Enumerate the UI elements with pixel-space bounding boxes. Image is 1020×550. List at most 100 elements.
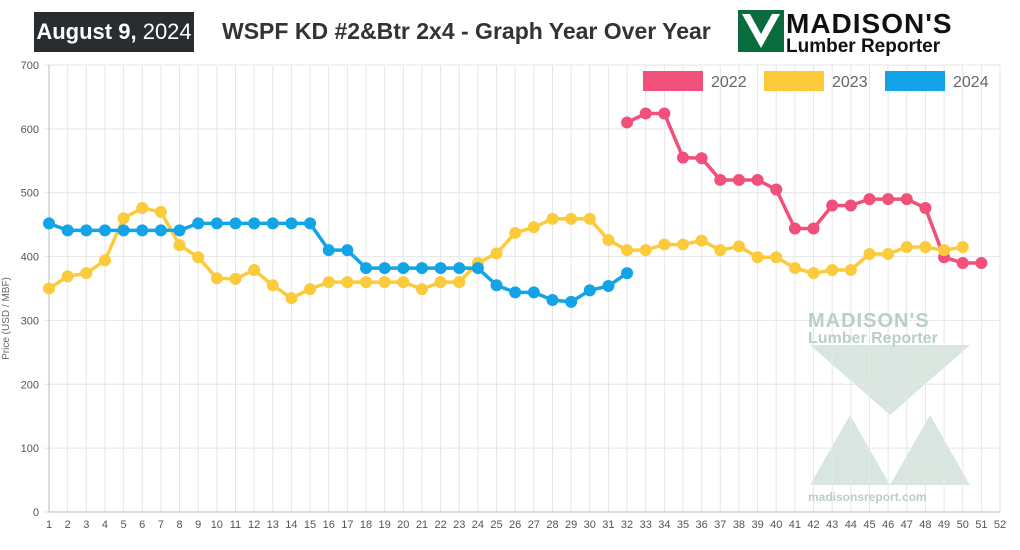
data-point-2023 (602, 233, 615, 246)
x-tick-label: 37 (714, 519, 726, 531)
data-point-2024 (98, 224, 111, 237)
x-tick-label: 20 (397, 519, 409, 531)
data-point-2023 (621, 244, 634, 257)
legend-label-2024: 2024 (953, 74, 989, 91)
x-tick-label: 18 (360, 519, 372, 531)
date-badge: August 9, 2024 (34, 12, 194, 52)
x-tick-label: 25 (490, 519, 502, 531)
legend-swatch-2023 (764, 71, 824, 91)
x-tick-label: 30 (584, 519, 596, 531)
x-tick-label: 48 (919, 519, 931, 531)
data-point-2022 (695, 152, 708, 165)
data-point-2023 (98, 254, 111, 267)
data-point-2023 (863, 248, 876, 261)
data-point-2022 (732, 173, 745, 186)
x-tick-label: 33 (640, 519, 652, 531)
x-tick-label: 21 (416, 519, 428, 531)
data-point-2023 (900, 240, 913, 253)
x-tick-label: 6 (139, 519, 145, 531)
data-point-2023 (882, 248, 895, 261)
data-point-2023 (770, 251, 783, 264)
data-point-2022 (751, 173, 764, 186)
data-point-2024 (322, 244, 335, 257)
data-point-2023 (677, 238, 689, 251)
x-tick-label: 11 (230, 519, 241, 531)
y-tick-label: 600 (21, 124, 39, 136)
data-point-2023 (266, 279, 279, 292)
data-point-2022 (882, 193, 895, 206)
data-point-2023 (788, 262, 801, 275)
data-point-2024 (154, 224, 167, 237)
data-point-2022 (919, 202, 932, 215)
series-line-2024 (48, 221, 629, 304)
x-tick-label: 50 (957, 519, 969, 531)
watermark: MADISON'S Lumber Reporter madisonsreport… (808, 310, 968, 504)
data-point-2023 (453, 276, 466, 289)
x-tick-label: 22 (434, 519, 446, 531)
x-tick-label: 52 (994, 519, 1006, 531)
data-point-2022 (975, 256, 988, 269)
x-tick-label: 35 (677, 519, 689, 531)
watermark-line1: MADISON'S (808, 310, 930, 332)
data-point-2024 (304, 217, 317, 230)
x-tick-label: 15 (304, 519, 316, 531)
data-point-2024 (360, 262, 372, 275)
data-point-2022 (677, 151, 689, 164)
data-point-2023 (210, 272, 223, 285)
data-point-2023 (695, 234, 708, 247)
data-point-2024 (43, 217, 55, 230)
watermark-triangle (810, 415, 890, 485)
y-tick-label: 200 (21, 379, 39, 391)
data-point-2023 (938, 244, 951, 257)
data-point-2023 (378, 276, 391, 289)
data-point-2023 (360, 276, 372, 289)
data-point-2023 (434, 276, 447, 289)
legend-swatch-2022 (643, 71, 703, 91)
y-axis-label: Price (USD / MBF) (1, 277, 12, 360)
data-point-2024 (471, 262, 484, 275)
x-tick-label: 19 (379, 519, 391, 531)
data-point-2023 (732, 240, 745, 253)
x-tick-label: 32 (621, 519, 633, 531)
logo-line2: Lumber Reporter (786, 36, 941, 57)
x-tick-label: 27 (528, 519, 540, 531)
data-point-2022 (826, 199, 839, 212)
data-point-2024 (453, 262, 466, 275)
date-year: 2024 (142, 19, 192, 44)
y-tick-label: 400 (21, 252, 39, 264)
data-point-2024 (136, 224, 149, 237)
x-tick-label: 2 (65, 519, 71, 531)
data-point-2024 (397, 262, 410, 275)
data-point-2022 (807, 222, 820, 235)
x-tick-label: 49 (938, 519, 950, 531)
data-point-2023 (43, 282, 55, 295)
legend-label-2023: 2023 (832, 74, 868, 91)
data-point-2024 (621, 267, 634, 280)
data-point-2024 (80, 224, 93, 237)
data-point-2023 (117, 212, 130, 225)
data-point-2024 (509, 286, 522, 299)
x-tick-label: 42 (807, 519, 819, 531)
data-point-2023 (248, 263, 261, 276)
legend-label-2022: 2022 (711, 74, 747, 91)
x-tick-label: 8 (176, 519, 182, 531)
x-tick-label: 5 (121, 519, 127, 531)
y-tick-label: 700 (21, 60, 39, 72)
x-tick-label: 28 (546, 519, 558, 531)
data-point-2023 (304, 283, 317, 296)
data-point-2023 (322, 276, 335, 289)
data-point-2023 (415, 283, 428, 296)
logo: MADISON'S Lumber Reporter (738, 8, 1010, 57)
logo-triangles-icon (738, 10, 784, 52)
x-tick-label: 24 (472, 519, 484, 531)
data-point-2024 (378, 262, 391, 275)
data-point-2023 (844, 263, 857, 276)
x-tick-label: 26 (509, 519, 521, 531)
data-point-2024 (415, 262, 428, 275)
data-point-2024 (527, 286, 540, 299)
x-tick-label: 9 (195, 519, 201, 531)
data-point-2024 (490, 279, 503, 292)
x-tick-label: 29 (565, 519, 577, 531)
x-tick-label: 40 (770, 519, 782, 531)
x-tick-label: 41 (789, 519, 801, 531)
